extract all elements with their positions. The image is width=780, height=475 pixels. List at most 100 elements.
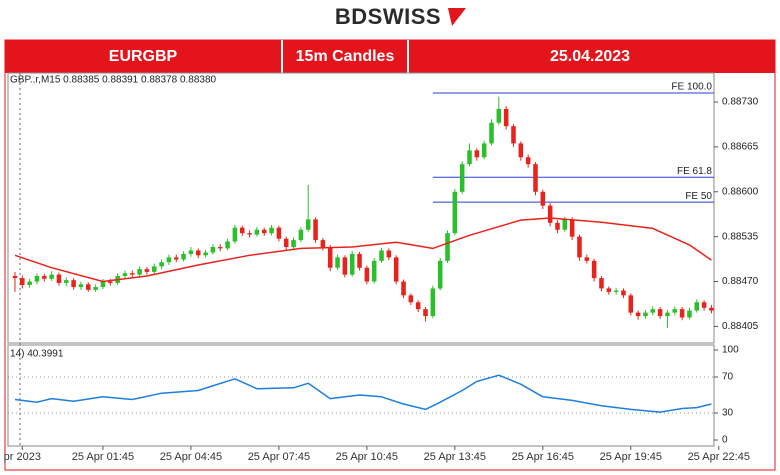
candle-body — [364, 267, 370, 282]
price-panel — [7, 72, 715, 344]
candle-body — [599, 278, 604, 289]
candle-body — [496, 108, 502, 123]
candle-body — [181, 253, 186, 260]
y-tick-label: 0.88535 — [722, 231, 759, 242]
candle-body — [650, 309, 656, 313]
candle-body — [379, 250, 384, 261]
candle-body — [452, 191, 458, 234]
candle-body — [547, 205, 553, 223]
candle-body — [371, 260, 377, 282]
fib-label: FE 61.8 — [677, 166, 712, 177]
candle-body — [210, 247, 216, 253]
candle-body — [591, 260, 597, 279]
candle-body — [298, 229, 304, 241]
candle-body — [232, 227, 238, 242]
candle-body — [217, 247, 223, 249]
y-tick-label: 100 — [722, 345, 739, 356]
candle-body — [12, 276, 18, 279]
candle-body — [335, 257, 340, 268]
candle-body — [511, 126, 516, 144]
x-tick-label: 25 Apr 19:45 — [600, 451, 662, 463]
y-tick-label: 0.88405 — [722, 321, 759, 332]
candle-body — [276, 227, 282, 239]
candle-body — [269, 227, 274, 234]
candle-body — [621, 290, 626, 296]
x-tick-label: 25 Apr 04:45 — [160, 451, 222, 463]
candle-body — [122, 273, 128, 277]
y-tick-label: 30 — [722, 408, 734, 419]
y-tick-label: 0.88470 — [722, 276, 759, 287]
candle-body — [672, 309, 678, 313]
candle-body — [577, 236, 582, 258]
candle-body — [320, 240, 326, 248]
candle-body — [291, 240, 296, 248]
candle-body — [327, 247, 333, 268]
candle-body — [166, 257, 172, 263]
candle-body — [408, 295, 414, 303]
line-series — [14, 217, 712, 283]
y-tick-label: 0.88600 — [722, 186, 759, 197]
candle-body — [254, 229, 260, 235]
candle-body — [415, 302, 421, 310]
candle-body — [503, 108, 509, 127]
candle-body — [430, 288, 436, 317]
candle-body — [555, 222, 560, 230]
candle-body — [709, 307, 714, 311]
candle-body — [78, 284, 84, 288]
candle-body — [701, 302, 707, 308]
candle-body — [20, 278, 25, 285]
candle-body — [481, 143, 487, 158]
candle-body — [137, 269, 142, 275]
candle-body — [569, 219, 575, 237]
fib-label: FE 50 — [685, 191, 712, 202]
logo-mark — [448, 8, 466, 26]
candle-body — [445, 233, 450, 261]
x-tick-label: 25 Apr 01:45 — [72, 451, 134, 463]
x-tick-label: 25 Apr 16:45 — [512, 451, 574, 463]
candle-body — [635, 312, 641, 317]
candle-body — [159, 262, 164, 267]
candle-body — [27, 281, 32, 285]
candle-body — [188, 250, 194, 254]
x-tick-label: 25 Apr 13:45 — [424, 451, 486, 463]
y-tick-label: 0.88665 — [722, 142, 759, 153]
candle-body — [386, 250, 392, 258]
y-tick-label: 0 — [722, 435, 728, 446]
candle-body — [562, 219, 568, 230]
rsi-title: 14) 40.3991 — [10, 349, 64, 360]
candle-body — [459, 164, 465, 192]
candle-body — [305, 219, 311, 230]
x-tick-label: 25 Apr 07:45 — [248, 451, 310, 463]
candle-body — [342, 257, 348, 275]
timeframe: 15m Candles — [296, 48, 395, 65]
candle-body — [71, 280, 76, 288]
candle-body — [613, 290, 619, 292]
price-info: GBP..r,M15 0.88385 0.88391 0.88378 0.883… — [10, 75, 217, 86]
candle-body — [42, 276, 47, 279]
candle-body — [694, 302, 700, 311]
rsi-panel — [7, 344, 715, 447]
candle-body — [261, 229, 267, 234]
candle-body — [144, 269, 150, 272]
candle-body — [34, 276, 40, 282]
candle-body — [401, 281, 406, 296]
candle-body — [657, 309, 663, 317]
candle-body — [423, 309, 428, 317]
candle-body — [173, 257, 179, 260]
candle-body — [474, 150, 480, 158]
candle-body — [437, 260, 443, 289]
logo: BDSWISS — [335, 4, 441, 29]
symbol: EURGBP — [109, 48, 178, 65]
candle-body — [665, 312, 670, 317]
candle-body — [349, 253, 355, 275]
candle-body — [151, 266, 157, 272]
candle-body — [313, 219, 318, 241]
candle-body — [393, 257, 399, 282]
x-tick-label: 25 Apr 10:45 — [336, 451, 398, 463]
y-tick-label: 0.88730 — [722, 97, 759, 108]
y-tick-label: 70 — [722, 372, 734, 383]
candle-body — [533, 164, 538, 192]
candle-body — [100, 281, 106, 288]
candle-body — [283, 238, 289, 248]
